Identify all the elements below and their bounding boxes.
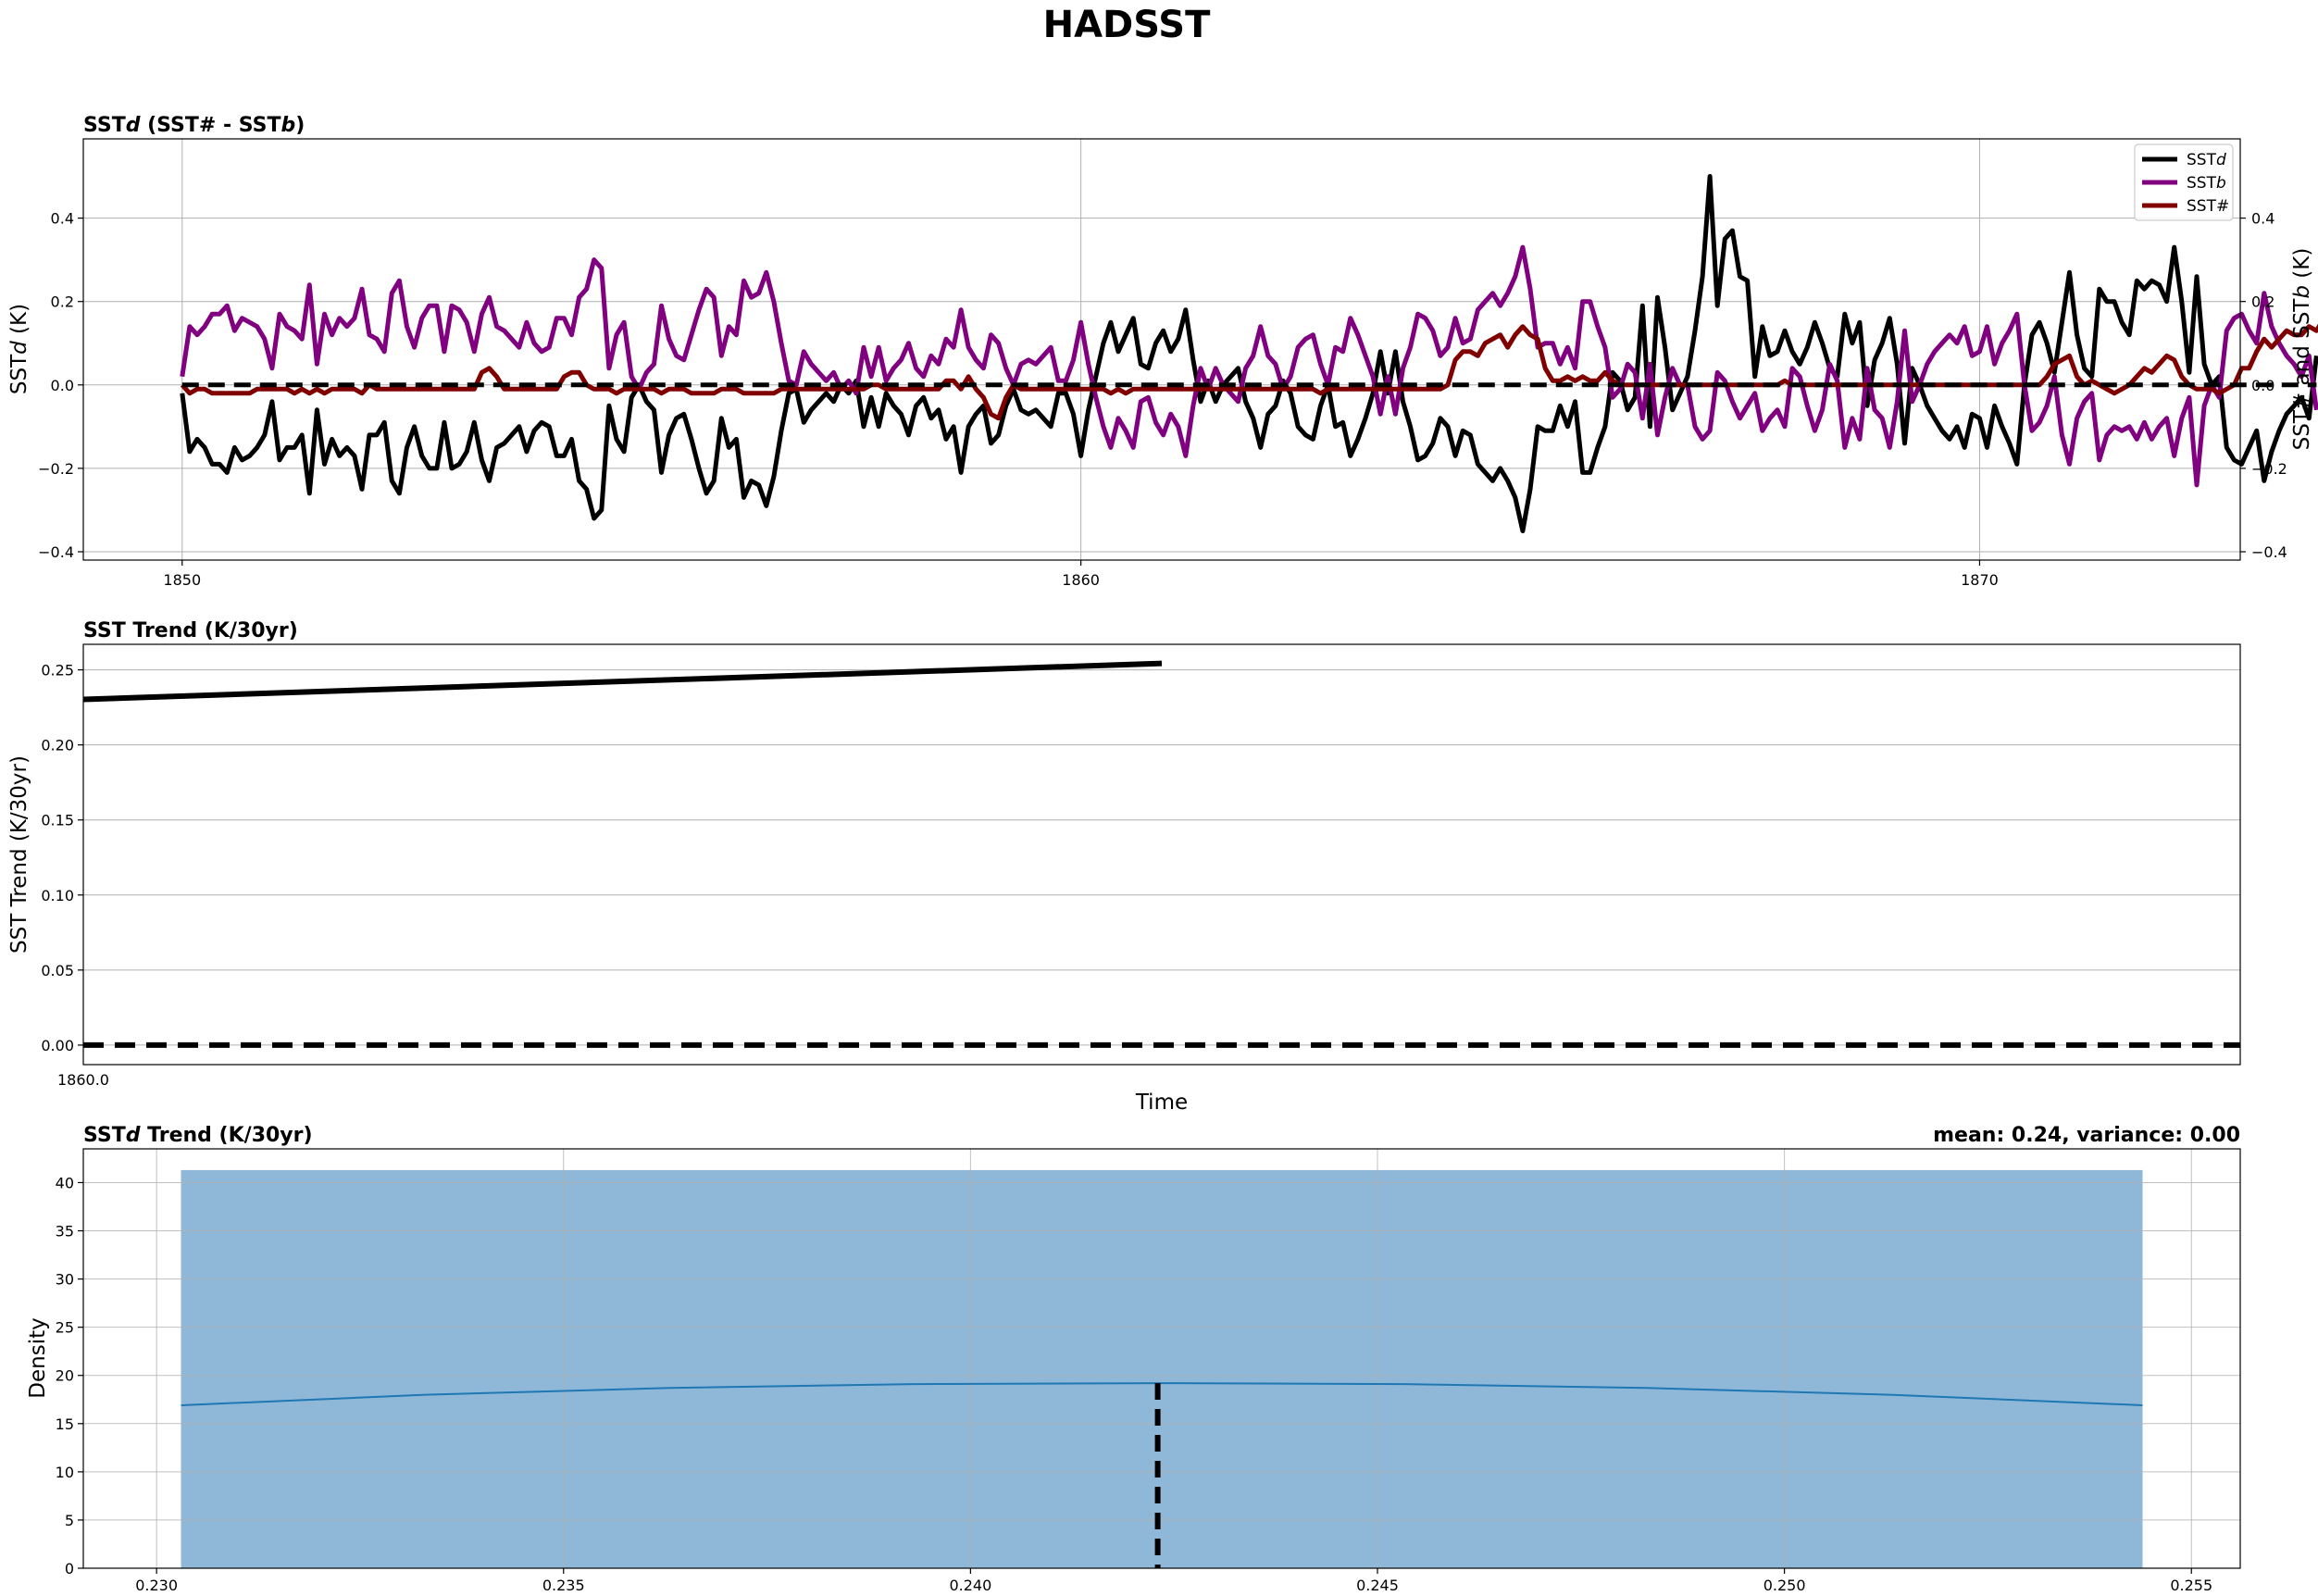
- panel3-ytick-label-7: 35: [56, 1223, 74, 1241]
- panel2-xtick-label: 1860.0: [57, 1071, 109, 1089]
- panel2-ytick-label-5: 0.25: [41, 662, 74, 680]
- trend-line-0: [82, 660, 1163, 703]
- panel2-ytick-label-4: 0.20: [41, 737, 74, 754]
- panel3-ytick-label-0: 0: [65, 1560, 74, 1577]
- panel1-xtick-label-0: 1850: [163, 571, 201, 589]
- legend-label-sstb: SSTb: [2187, 174, 2226, 193]
- panel3-ytick-label-6: 30: [56, 1271, 74, 1289]
- panel2-ylabel: SST Trend (K/30yr): [7, 755, 31, 954]
- panel2-series-lines: [82, 660, 2240, 1048]
- panel1-ylabel-right: SST# and SSTb (K): [2290, 248, 2314, 451]
- panel1-ytick-right-label-2: 0.0: [2251, 377, 2274, 394]
- panel1-ytick-right-label-4: 0.4: [2251, 210, 2274, 228]
- figure-title: HADSST: [1043, 4, 1211, 46]
- panel2-xlabel: Time: [1135, 1091, 1188, 1115]
- panel2-title: SST Trend (K/30yr): [83, 619, 298, 642]
- panel3-x-ticks: 0.230 0.235 0.240 0.245 0.250 0.255: [135, 1568, 2212, 1594]
- panel1-series-lines: [180, 174, 2318, 533]
- panel1-ytick-right-label-0: −0.4: [2251, 543, 2287, 561]
- legend-label-ssthash: SST#: [2187, 197, 2229, 216]
- panel3-title: SSTd Trend (K/30yr): [83, 1124, 313, 1147]
- panel-sst-trend: SST Trend (K/30yr) 0.000.050.100.150.200…: [7, 619, 2241, 1115]
- panel1-ytick-label-4: 0.4: [51, 210, 74, 228]
- panel2-ytick-label-1: 0.05: [41, 962, 74, 979]
- panel3-xtick-label-5: 0.255: [2170, 1577, 2212, 1594]
- panel3-xtick-label-1: 0.235: [542, 1577, 585, 1594]
- panel1-ytick-label-3: 0.2: [51, 293, 74, 311]
- panel3-xtick-label-3: 0.245: [1356, 1577, 1399, 1594]
- panel2-frame: [82, 643, 2241, 1066]
- panel1-xtick-label-2: 1870: [1961, 571, 1999, 589]
- panel1-y-ticks-right: −0.4 −0.2 0.0 0.2 0.4: [2240, 210, 2287, 561]
- panel2-ytick-label-2: 0.10: [41, 887, 74, 904]
- panel3-ylabel: Density: [26, 1317, 50, 1398]
- panel1-y-ticks: −0.4 −0.2 0.0 0.2 0.4: [38, 210, 83, 561]
- panel1-xtick-label-1: 1860: [1062, 571, 1100, 589]
- panel2-y-ticks: 0.00 0.05 0.10 0.15 0.20 0.25: [41, 662, 83, 1054]
- panel1-ytick-right-label-1: −0.2: [2251, 460, 2287, 478]
- histogram-bar-0: [181, 1169, 2143, 1568]
- panel3-frame: [82, 1148, 2241, 1569]
- panel3-xtick-label-2: 0.240: [949, 1577, 991, 1594]
- panel2-ytick-label-0: 0.00: [41, 1037, 74, 1054]
- legend-label-sstd: SSTd: [2187, 151, 2226, 169]
- panel3-ytick-label-8: 40: [56, 1174, 74, 1191]
- panel3-y-ticks: 0 5 10 15 20 25 30 35 40: [56, 1174, 83, 1577]
- panel3-ytick-label-3: 15: [56, 1415, 74, 1433]
- panel-sstd-trend-histogram: SSTd Trend (K/30yr) mean: 0.24, variance…: [26, 1124, 2241, 1594]
- panel2-ytick-label-3: 0.15: [41, 812, 74, 829]
- panel3-xtick-label-0: 0.230: [135, 1577, 178, 1594]
- panel3-xtick-label-4: 0.250: [1763, 1577, 1806, 1594]
- panel3-subtitle: mean: 0.24, variance: 0.00: [1933, 1124, 2240, 1147]
- series-line-sstb: [180, 244, 2318, 488]
- panel3-histogram: [181, 1169, 2143, 1568]
- panel-sst-difference: SSTd (SST# - SSTb) −0.4 −0.2 0.0 0.2 0.4 −0.…: [7, 114, 2318, 589]
- panel1-legend: SSTd SSTb SST#: [2134, 143, 2234, 221]
- panel1-ytick-label-1: −0.2: [38, 460, 74, 478]
- panel1-ylabel-left: SSTd (K): [7, 304, 31, 394]
- series-line-sstd: [180, 174, 2318, 533]
- panel1-ytick-label-0: −0.4: [38, 543, 74, 561]
- panel3-ytick-label-4: 20: [56, 1367, 74, 1385]
- panel1-ytick-right-label-3: 0.2: [2251, 293, 2274, 311]
- panel1-frame: [82, 138, 2241, 561]
- legend-box: [2134, 143, 2234, 221]
- series-line-ssthash: [180, 323, 2318, 421]
- panel3-ytick-label-2: 10: [56, 1464, 74, 1481]
- panel1-x-ticks: 1850 1860 1870: [163, 560, 1999, 589]
- panel3-ytick-label-5: 25: [56, 1319, 74, 1337]
- panel1-title: SSTd (SST# - SSTb): [83, 114, 305, 137]
- panel1-ytick-label-2: 0.0: [51, 377, 74, 394]
- panel3-ytick-label-1: 5: [65, 1512, 74, 1529]
